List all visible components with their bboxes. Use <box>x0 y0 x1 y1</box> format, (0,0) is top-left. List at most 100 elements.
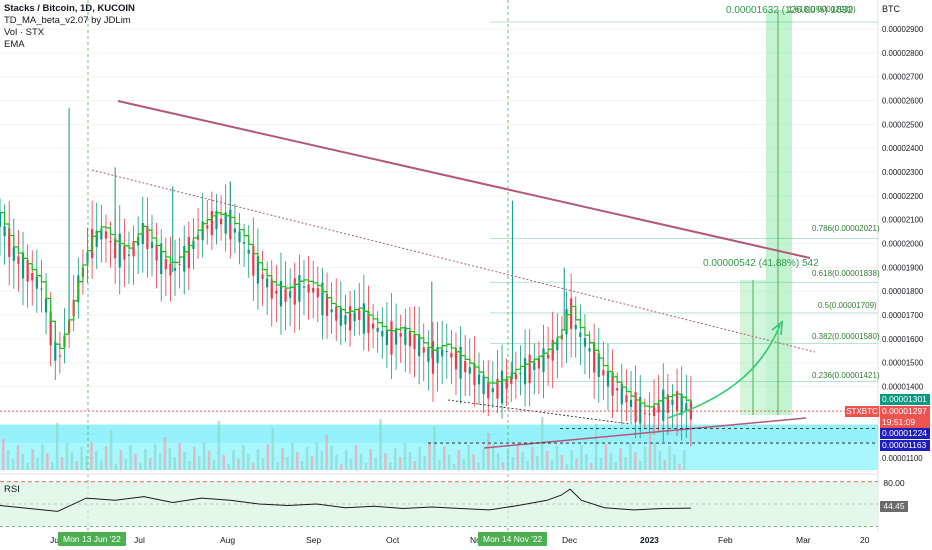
candle-body <box>0 212 2 227</box>
fib-label-0236: 0.236(0.00001421) <box>812 371 880 380</box>
candle-body <box>468 367 471 374</box>
volume-bar <box>55 423 59 470</box>
candle-body <box>256 256 260 284</box>
y-tick-label: 0.00001100 <box>882 454 923 463</box>
candle-body <box>413 334 416 350</box>
volume-bar <box>345 450 348 470</box>
y-tick-label: 0.00002200 <box>882 192 924 201</box>
candle-body <box>344 315 347 325</box>
volume-bar <box>379 419 382 470</box>
indicator-ema[interactable]: EMA <box>4 39 25 50</box>
volume-bar <box>104 446 108 470</box>
volume-bar <box>232 450 235 470</box>
fib-label-1618: 1.618(0.00002930) <box>788 5 856 14</box>
indicator-td-ma[interactable]: TD_MA_beta_v2.07 by JDLim <box>4 15 131 26</box>
volume-bar <box>658 451 662 470</box>
indicator-volume[interactable]: Vol · STX <box>4 27 45 38</box>
volume-bar <box>193 447 196 470</box>
volume-bar <box>330 446 333 470</box>
volume-bar <box>555 446 559 470</box>
volume-bar <box>639 461 642 470</box>
volume-bar <box>227 464 230 470</box>
volume-bar <box>643 447 647 470</box>
candle-body <box>284 288 287 302</box>
candle-body <box>173 268 177 271</box>
candle-body <box>95 230 98 247</box>
candle-body <box>330 309 333 313</box>
rsi-tag-80: 80.00 <box>880 478 908 489</box>
x-tick-label: Sep <box>306 535 321 545</box>
volume-bar <box>90 442 93 470</box>
volume-bar <box>501 462 505 470</box>
volume-bar <box>198 456 201 470</box>
candle-body <box>215 210 218 230</box>
volume-bar <box>398 457 402 470</box>
candle-body <box>247 249 250 254</box>
candle-body <box>648 413 651 415</box>
y-tick-label: 0.00002500 <box>882 120 924 129</box>
candle-body <box>436 347 439 364</box>
volume-bar <box>16 445 20 470</box>
candle-body <box>574 324 577 330</box>
chart-title[interactable]: Stacks / Bitcoin, 1D, KUCOIN <box>4 3 135 14</box>
candle-body <box>639 396 642 424</box>
rsi-pane-label[interactable]: RSI <box>4 484 20 495</box>
volume-bar <box>506 448 510 470</box>
volume-bar <box>242 445 245 470</box>
candle-body <box>404 326 407 345</box>
volume-bar <box>438 460 441 470</box>
volume-bar <box>634 452 637 470</box>
volume-bar <box>266 444 270 470</box>
volume-bar <box>129 445 132 470</box>
volume-bar <box>369 449 372 470</box>
volume-bar <box>614 462 617 470</box>
volume-bar <box>325 435 328 470</box>
volume-bar <box>153 444 157 470</box>
volume-bar <box>31 449 34 470</box>
x-tick-label: Nov <box>470 535 486 545</box>
volume-bar <box>291 443 294 470</box>
candle-body <box>482 375 485 395</box>
symbol-price-tag: STXBTC <box>845 406 879 417</box>
candle-body <box>445 350 448 352</box>
candle-body <box>224 212 227 234</box>
fib-label-05: 0.5(0.00001709) <box>818 301 877 310</box>
volume-bar <box>354 445 358 470</box>
volume-bar <box>648 431 652 470</box>
candle-body <box>44 298 48 313</box>
candle-body <box>547 354 550 359</box>
candle-body <box>40 288 43 290</box>
candle-body <box>487 381 490 399</box>
volume-bar <box>300 461 304 470</box>
candle-body <box>666 394 669 413</box>
measure-box-top <box>766 10 792 415</box>
candle-body <box>353 312 356 322</box>
candle-body <box>519 372 522 375</box>
y-tick-label: 0.00002000 <box>882 240 924 249</box>
volume-bar <box>305 447 309 470</box>
volume-bar <box>472 454 475 470</box>
rsi-tag-value: 44.45 <box>880 501 908 512</box>
candle-body <box>100 228 103 240</box>
measure-label-mid: 0.00000542 (41.88%) 542 <box>703 258 819 269</box>
volume-bar <box>222 455 225 470</box>
volume-bar <box>541 417 544 470</box>
volume-bar <box>619 448 622 470</box>
volume-bar <box>447 455 451 470</box>
price-tag-countdown: 19:51:09 <box>880 417 930 428</box>
volume-bar <box>183 452 186 470</box>
volume-bar <box>247 454 250 470</box>
candle-body <box>588 348 591 352</box>
volume-bar <box>492 444 495 470</box>
volume-bar <box>60 457 64 470</box>
volume-bar <box>599 458 603 470</box>
volume-bar <box>21 454 25 470</box>
candle-body <box>689 401 692 420</box>
candle-body <box>3 226 6 237</box>
candle-body <box>431 341 435 374</box>
candle-body <box>339 307 342 326</box>
volume-bar <box>178 443 181 470</box>
x-tick-label: Ju <box>50 535 59 545</box>
